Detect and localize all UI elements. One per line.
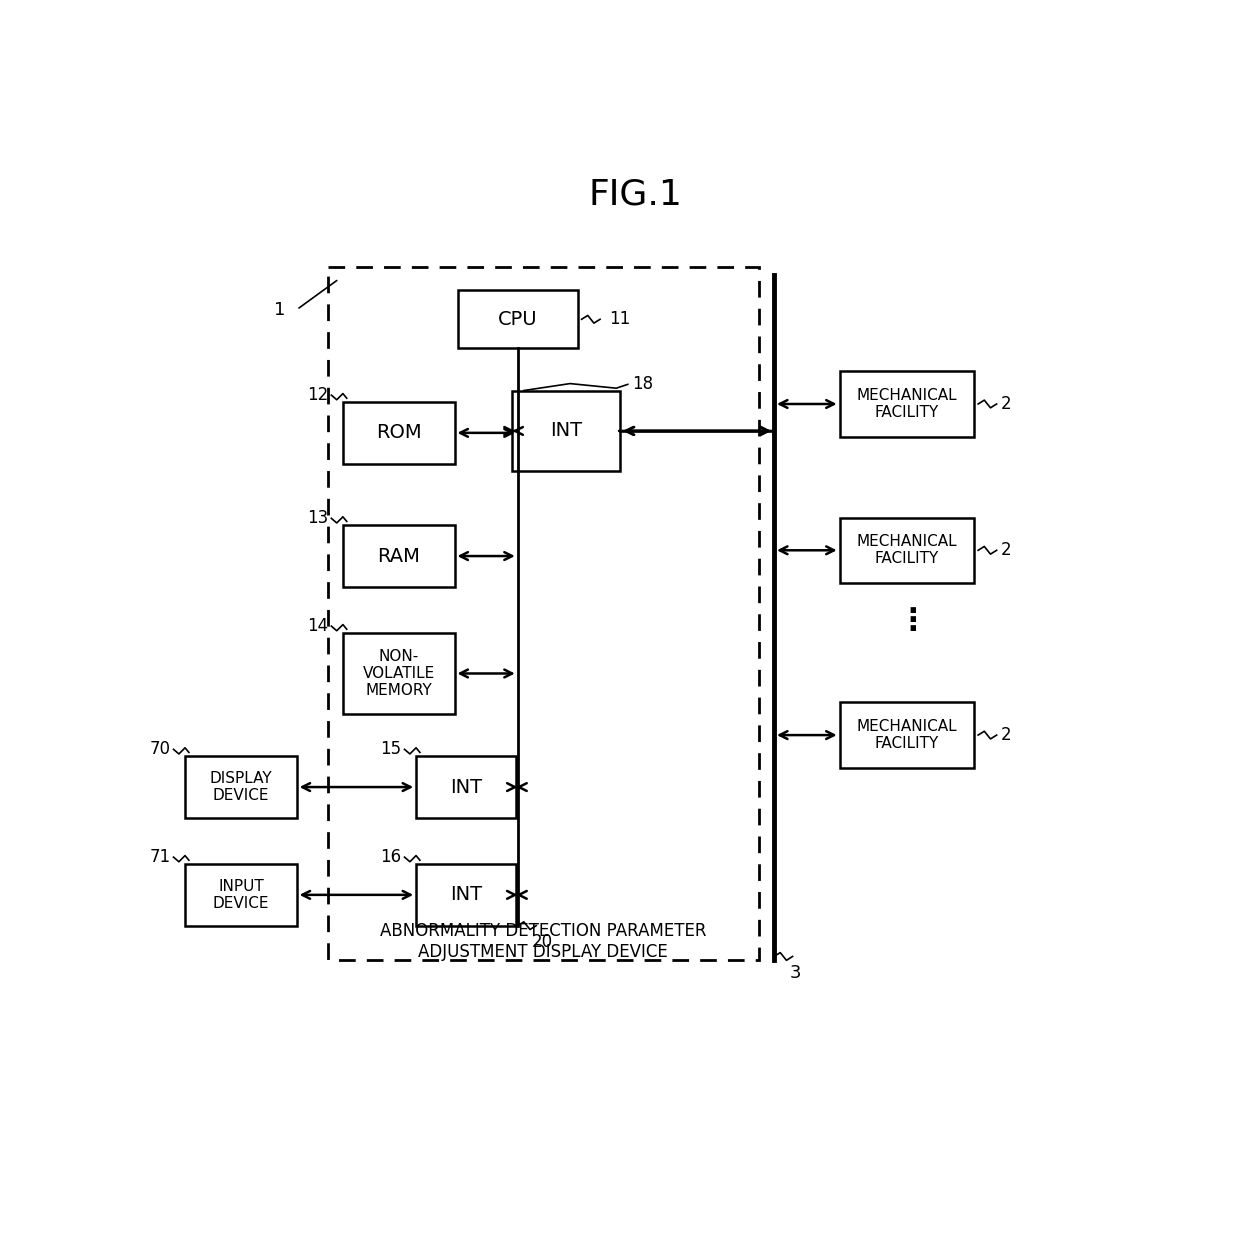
Text: 1: 1 xyxy=(274,301,285,318)
Text: 13: 13 xyxy=(308,509,329,528)
Text: 70: 70 xyxy=(149,740,170,758)
Bar xyxy=(343,525,455,587)
Text: DISPLAY
DEVICE: DISPLAY DEVICE xyxy=(210,771,273,803)
Bar xyxy=(839,703,975,768)
Text: 20: 20 xyxy=(532,933,553,952)
Bar xyxy=(185,864,296,926)
Bar xyxy=(512,391,620,471)
Text: ABNORMALITY DETECTION PARAMETER
ADJUSTMENT DISPLAY DEVICE: ABNORMALITY DETECTION PARAMETER ADJUSTME… xyxy=(379,922,707,961)
Text: INT: INT xyxy=(450,885,482,904)
Bar xyxy=(839,371,975,436)
Text: 12: 12 xyxy=(308,386,329,404)
Text: INPUT
DEVICE: INPUT DEVICE xyxy=(212,879,269,911)
Text: FIG.1: FIG.1 xyxy=(589,178,682,211)
Text: 2: 2 xyxy=(1001,726,1012,743)
Text: 71: 71 xyxy=(149,848,170,866)
Text: 16: 16 xyxy=(381,848,402,866)
Text: MECHANICAL
FACILITY: MECHANICAL FACILITY xyxy=(857,388,957,420)
Bar xyxy=(839,518,975,583)
Bar xyxy=(327,268,759,961)
Text: MECHANICAL
FACILITY: MECHANICAL FACILITY xyxy=(857,719,957,751)
Bar xyxy=(417,756,516,817)
Text: INT: INT xyxy=(450,778,482,797)
Text: ROM: ROM xyxy=(376,423,422,443)
Text: NON-
VOLATILE
MEMORY: NON- VOLATILE MEMORY xyxy=(362,649,435,698)
Text: CPU: CPU xyxy=(498,309,538,329)
Bar xyxy=(417,864,516,926)
Text: 11: 11 xyxy=(609,311,631,328)
Text: MECHANICAL
FACILITY: MECHANICAL FACILITY xyxy=(857,534,957,566)
Text: 2: 2 xyxy=(1001,395,1012,413)
Text: 3: 3 xyxy=(790,964,801,983)
Bar xyxy=(343,402,455,464)
Bar xyxy=(459,291,578,348)
Text: RAM: RAM xyxy=(377,546,420,566)
Text: 2: 2 xyxy=(1001,541,1012,560)
Text: ⋮: ⋮ xyxy=(898,607,928,636)
Bar xyxy=(343,633,455,714)
Bar xyxy=(185,756,296,817)
Text: 18: 18 xyxy=(631,375,652,393)
Text: 14: 14 xyxy=(308,618,329,635)
Text: INT: INT xyxy=(551,422,583,440)
Text: 15: 15 xyxy=(381,740,402,758)
